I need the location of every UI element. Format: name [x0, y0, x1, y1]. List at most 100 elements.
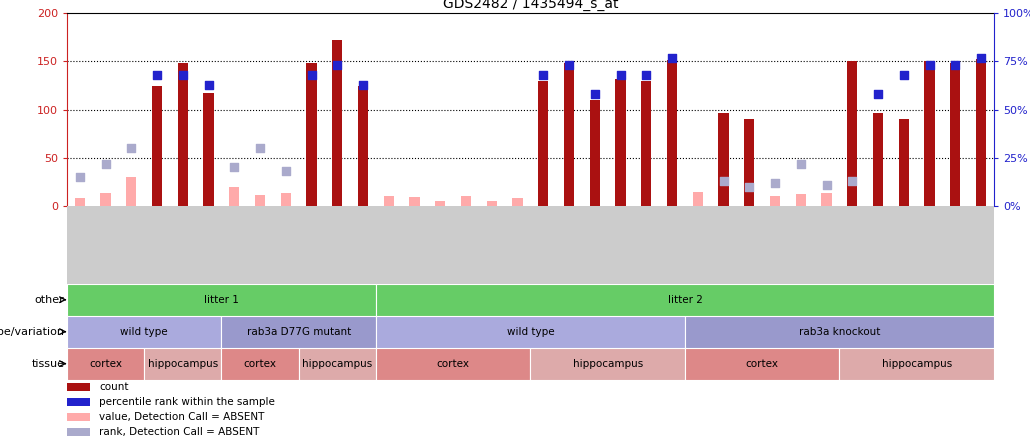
Text: other: other	[35, 295, 64, 305]
Bar	[332, 40, 342, 206]
Point	[586, 91, 603, 98]
Text: hippocampus: hippocampus	[882, 359, 952, 369]
Bar	[376, 284, 994, 316]
Bar	[126, 177, 136, 206]
Text: percentile rank within the sample: percentile rank within the sample	[99, 397, 275, 407]
Point	[329, 62, 345, 69]
Bar	[769, 196, 780, 206]
Text: cortex: cortex	[437, 359, 470, 369]
Bar	[177, 63, 187, 206]
Text: rab3a knockout: rab3a knockout	[798, 327, 881, 337]
Text: rab3a D77G mutant: rab3a D77G mutant	[246, 327, 351, 337]
Bar	[847, 61, 857, 206]
Bar	[306, 63, 316, 206]
Point	[303, 71, 319, 79]
Point	[715, 178, 731, 185]
Point	[869, 91, 886, 98]
Point	[226, 164, 242, 171]
Bar	[357, 86, 368, 206]
Bar	[685, 316, 994, 348]
Bar	[409, 197, 419, 206]
Bar	[872, 113, 883, 206]
Point	[277, 168, 294, 175]
Bar	[67, 316, 221, 348]
Bar	[100, 193, 110, 206]
Bar	[744, 119, 754, 206]
Point	[354, 81, 371, 88]
Bar	[460, 196, 471, 206]
Text: rank, Detection Call = ABSENT: rank, Detection Call = ABSENT	[99, 427, 260, 437]
Bar	[376, 316, 685, 348]
Bar	[975, 59, 986, 206]
Text: genotype/variation: genotype/variation	[0, 327, 64, 337]
Bar	[666, 59, 677, 206]
Point	[638, 71, 654, 79]
Bar	[67, 398, 91, 406]
Text: litter 2: litter 2	[667, 295, 702, 305]
Point	[123, 145, 139, 152]
Title: GDS2482 / 1435494_s_at: GDS2482 / 1435494_s_at	[443, 0, 618, 11]
Text: cortex: cortex	[746, 359, 779, 369]
Point	[97, 160, 113, 167]
Bar	[299, 348, 376, 380]
Text: litter 1: litter 1	[204, 295, 239, 305]
Text: cortex: cortex	[243, 359, 277, 369]
Bar	[538, 81, 548, 206]
Point	[818, 181, 834, 188]
Point	[921, 62, 937, 69]
Bar	[563, 63, 574, 206]
Bar	[221, 348, 299, 380]
Bar	[924, 61, 934, 206]
Bar	[718, 113, 728, 206]
Bar	[67, 284, 376, 316]
Bar	[280, 194, 290, 206]
Text: hippocampus: hippocampus	[573, 359, 643, 369]
Text: hippocampus: hippocampus	[147, 359, 218, 369]
Text: hippocampus: hippocampus	[302, 359, 373, 369]
Bar	[254, 195, 265, 206]
Bar	[486, 201, 496, 206]
Text: cortex: cortex	[89, 359, 123, 369]
Bar	[74, 198, 84, 206]
Text: count: count	[99, 382, 129, 392]
Bar	[589, 100, 599, 206]
Bar	[67, 383, 91, 391]
Bar	[685, 348, 839, 380]
Point	[174, 71, 191, 79]
Point	[535, 71, 551, 79]
Point	[612, 71, 628, 79]
Bar	[615, 79, 625, 206]
Bar	[151, 86, 162, 206]
Point	[663, 54, 680, 61]
Text: tissue: tissue	[31, 359, 64, 369]
Bar	[383, 196, 393, 206]
Text: value, Detection Call = ABSENT: value, Detection Call = ABSENT	[99, 412, 265, 422]
Point	[741, 183, 757, 190]
Point	[766, 179, 783, 186]
Bar	[229, 187, 239, 206]
Bar	[67, 413, 91, 421]
Point	[972, 54, 989, 61]
Bar	[203, 93, 213, 206]
Bar	[530, 348, 685, 380]
Bar	[144, 348, 221, 380]
Point	[947, 62, 963, 69]
Bar	[74, 201, 84, 206]
Bar	[67, 428, 91, 436]
Text: wild type: wild type	[121, 327, 168, 337]
Bar	[839, 348, 994, 380]
Bar	[221, 316, 376, 348]
Bar	[67, 348, 144, 380]
Bar	[641, 81, 651, 206]
Bar	[898, 119, 908, 206]
Point	[200, 81, 216, 88]
Point	[895, 71, 912, 79]
Point	[792, 160, 809, 167]
Point	[844, 178, 860, 185]
Point	[251, 145, 268, 152]
Bar	[795, 194, 805, 206]
Bar	[950, 63, 960, 206]
Bar	[692, 191, 702, 206]
Bar	[821, 194, 831, 206]
Point	[71, 174, 88, 181]
